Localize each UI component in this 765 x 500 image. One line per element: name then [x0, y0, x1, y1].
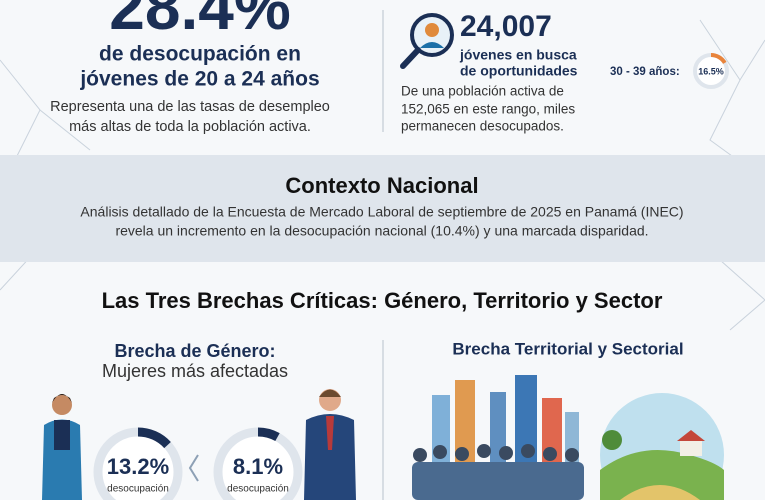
context-title: Contexto Nacional — [285, 173, 478, 198]
gaps-title: Las Tres Brechas Críticas: Género, Terri… — [102, 288, 663, 313]
divider-mark — [188, 454, 199, 482]
woman-figure — [42, 394, 82, 500]
donut-arc — [693, 53, 729, 89]
donut-label: 8.1% — [233, 454, 283, 479]
donut-arc — [93, 427, 183, 500]
search-icon — [400, 13, 454, 69]
caption-line: de desocupación en — [99, 43, 301, 66]
youth-rate: 28.4% — [109, 0, 290, 43]
donut-caption: desocupación — [227, 484, 289, 495]
note-line: permanecen desocupados. — [401, 119, 564, 134]
donut-caption: desocupación — [107, 484, 169, 495]
man-figure — [304, 389, 356, 500]
note-line: De una población activa de — [401, 84, 564, 99]
gender-title: Brecha de Género: — [114, 341, 275, 361]
rural-illustration — [600, 393, 724, 500]
context-line: Análisis detallado de la Encuesta de Mer… — [80, 204, 683, 220]
context-line: revela un incremento en la desocupación … — [115, 223, 648, 239]
donut-label: 13.2% — [107, 454, 169, 479]
donut-label: 16.5% — [698, 66, 724, 76]
caption-line: jóvenes de 20 a 24 años — [79, 68, 319, 91]
note-line: 152,065 en este rango, miles — [401, 102, 575, 117]
context-band — [0, 155, 765, 262]
job-seekers: 24,007 — [460, 10, 552, 43]
territorial-title: Brecha Territorial y Sectorial — [452, 339, 683, 358]
donut-arc — [213, 427, 303, 500]
age-group-label: 30 - 39 años: — [610, 66, 680, 78]
caption-line: de oportunidades — [460, 63, 578, 79]
gender-subtitle: Mujeres más afectadas — [102, 361, 288, 381]
city-illustration — [412, 375, 584, 500]
note-line: más altas de toda la población activa. — [69, 119, 311, 135]
note-line: Representa una de las tasas de desempleo — [50, 99, 330, 115]
caption-line: jóvenes en busca — [459, 47, 577, 63]
